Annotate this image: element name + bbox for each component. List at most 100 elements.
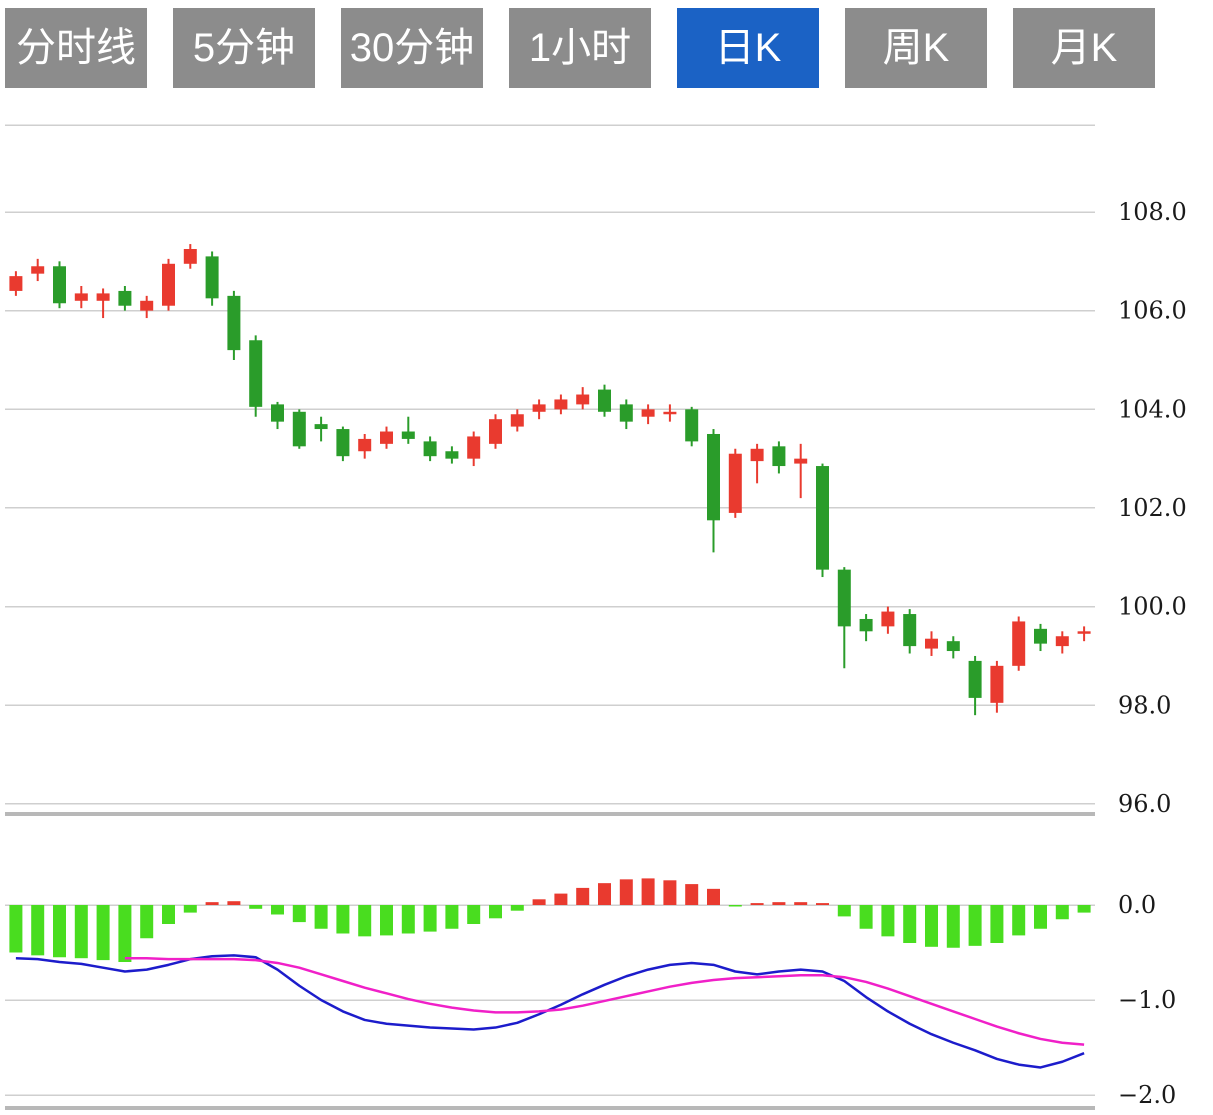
candle-body [990,665,1004,703]
macd-bar [53,905,66,958]
macd-bar [750,903,764,905]
candle-body [554,399,568,410]
candle-body [423,441,437,457]
candle-body [772,446,786,467]
macd-bar [31,905,45,956]
candle-body [1055,636,1069,647]
tab-weekly-k[interactable]: 周K [845,8,987,88]
macd-bar [816,903,829,905]
candle-body [881,611,895,627]
macd-bar [859,905,873,929]
macd-bar [554,893,568,905]
candle-body [946,641,960,652]
macd-bar [74,905,88,959]
macd-bar [794,902,808,905]
macd-bar [183,905,197,913]
candle-body [794,458,808,464]
candle-body [750,448,764,462]
macd-bar [663,880,677,905]
macd-axis-label: −2.0 [1118,1081,1176,1109]
macd-axis-label: −1.0 [1118,986,1176,1014]
dea-line [124,956,1085,1046]
macd-bar [772,902,786,905]
macd-bar [445,905,459,929]
macd-bar [380,905,393,936]
macd-bar [903,905,917,943]
candle-body [74,293,88,301]
macd-bar [205,902,219,905]
candle-body [576,394,590,405]
macd-bar [292,905,306,923]
macd-bar [707,888,720,905]
candle-body [162,263,175,306]
macd-bar [598,883,611,905]
tab-5min[interactable]: 5分钟 [173,8,315,88]
macd-bar [1077,905,1091,913]
candle-body [314,424,328,430]
candle-body [118,290,132,306]
candle-body [227,295,241,351]
macd-bar [336,905,350,934]
candle-body [1012,621,1026,666]
macd-bar [401,905,415,934]
price-axis-label: 106.0 [1118,297,1187,325]
macd-bar [9,905,23,953]
macd-bar [881,905,895,937]
macd-bar [96,905,110,961]
candle-body [510,414,524,427]
candle-body [336,429,350,457]
candle-body [685,409,699,442]
price-axis-label: 98.0 [1118,691,1171,719]
macd-bar [271,905,284,915]
macd-bar [990,905,1004,943]
candle-body [489,419,502,444]
tab-1hour[interactable]: 1小时 [509,8,651,88]
macd-bar [489,905,502,919]
macd-bar [1034,905,1047,929]
candle-body [728,453,742,513]
macd-bar [619,879,633,905]
candle-body [641,409,655,417]
price-axis-label: 104.0 [1118,395,1187,423]
macd-bar [118,905,132,962]
candle-body [380,431,393,444]
candle-body [467,436,481,459]
candle-body [205,256,219,299]
price-axis-label: 100.0 [1118,593,1187,621]
candle-body [837,569,851,627]
candle-body [31,266,45,274]
timeframe-tabbar: 分时线 5分钟 30分钟 1小时 日K 周K 月K [0,0,1213,88]
macd-bar [728,905,742,907]
tab-monthly-k[interactable]: 月K [1013,8,1155,88]
tab-daily-k[interactable]: 日K [677,8,819,88]
macd-bar [423,905,437,932]
macd-bar [925,905,938,947]
tab-timeline[interactable]: 分时线 [5,8,147,88]
macd-bar [1055,905,1069,920]
macd-bar [641,878,655,905]
macd-bar [162,905,175,924]
candle-body [292,411,306,447]
macd-bar [946,905,960,948]
macd-bar [576,887,590,905]
macd-bar [249,905,263,909]
macd-bar [1012,905,1026,936]
tab-30min[interactable]: 30分钟 [341,8,483,88]
candle-body [903,614,917,647]
macd-bar [510,905,524,911]
macd-bar [227,901,241,905]
candle-body [140,300,154,311]
macd-bar [968,905,982,946]
macd-bar [140,905,154,939]
candle-body [663,411,677,415]
candle-body [271,404,284,422]
macd-bar [685,884,699,905]
macd-bar [467,905,481,924]
macd-bar [358,905,372,937]
macd-bar [532,899,546,905]
candle-body [1034,628,1047,644]
candle-body [598,389,611,412]
candle-body [358,438,372,452]
macd-bar [314,905,328,929]
